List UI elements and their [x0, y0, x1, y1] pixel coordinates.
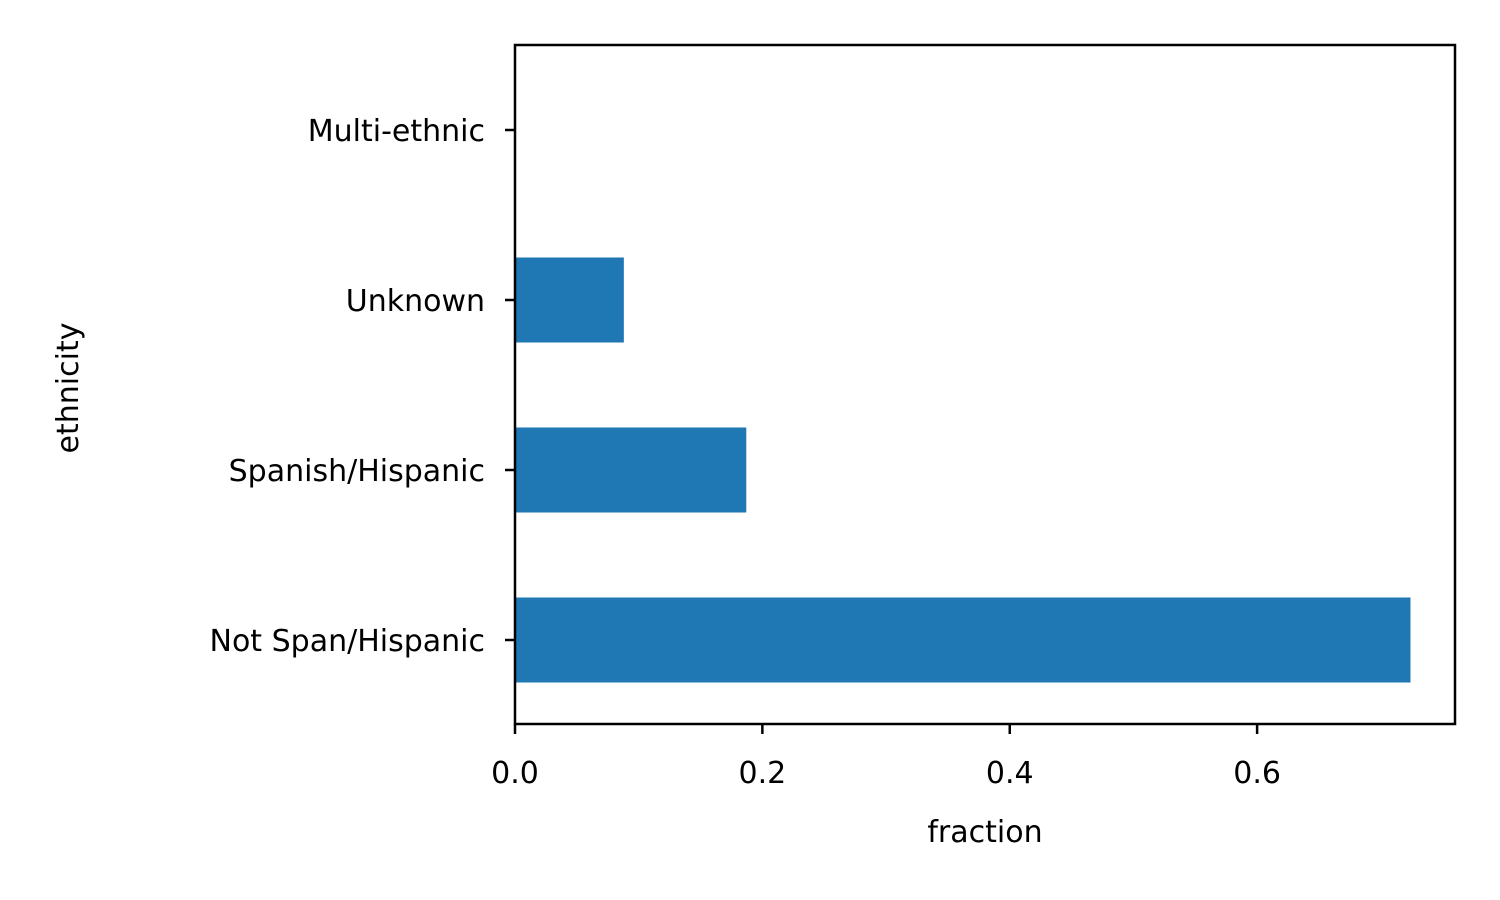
y-tick-label: Multi-ethnic	[308, 114, 485, 149]
x-ticks-group: 0.0 0.2 0.4 0.6	[491, 724, 1281, 791]
bar-spanish-hispanic	[515, 427, 747, 513]
x-tick-label: 0.2	[739, 756, 787, 791]
bars-group	[515, 257, 1411, 683]
x-tick-label: 0.0	[491, 756, 539, 791]
plot-frame	[513, 43, 1457, 726]
y-tick-label: Spanish/Hispanic	[229, 454, 485, 489]
x-tick-label: 0.4	[986, 756, 1034, 791]
y-ticks-group: Not Span/Hispanic Spanish/Hispanic Unknown…	[210, 114, 515, 659]
bar-not-span-hispanic	[515, 597, 1411, 683]
x-tick-label: 0.6	[1233, 756, 1281, 791]
y-axis-label: ethnicity	[51, 323, 86, 454]
bar-unknown	[515, 257, 624, 343]
x-axis-label: fraction	[927, 815, 1042, 850]
y-tick-label: Unknown	[346, 284, 485, 319]
y-tick-label: Not Span/Hispanic	[210, 624, 485, 659]
